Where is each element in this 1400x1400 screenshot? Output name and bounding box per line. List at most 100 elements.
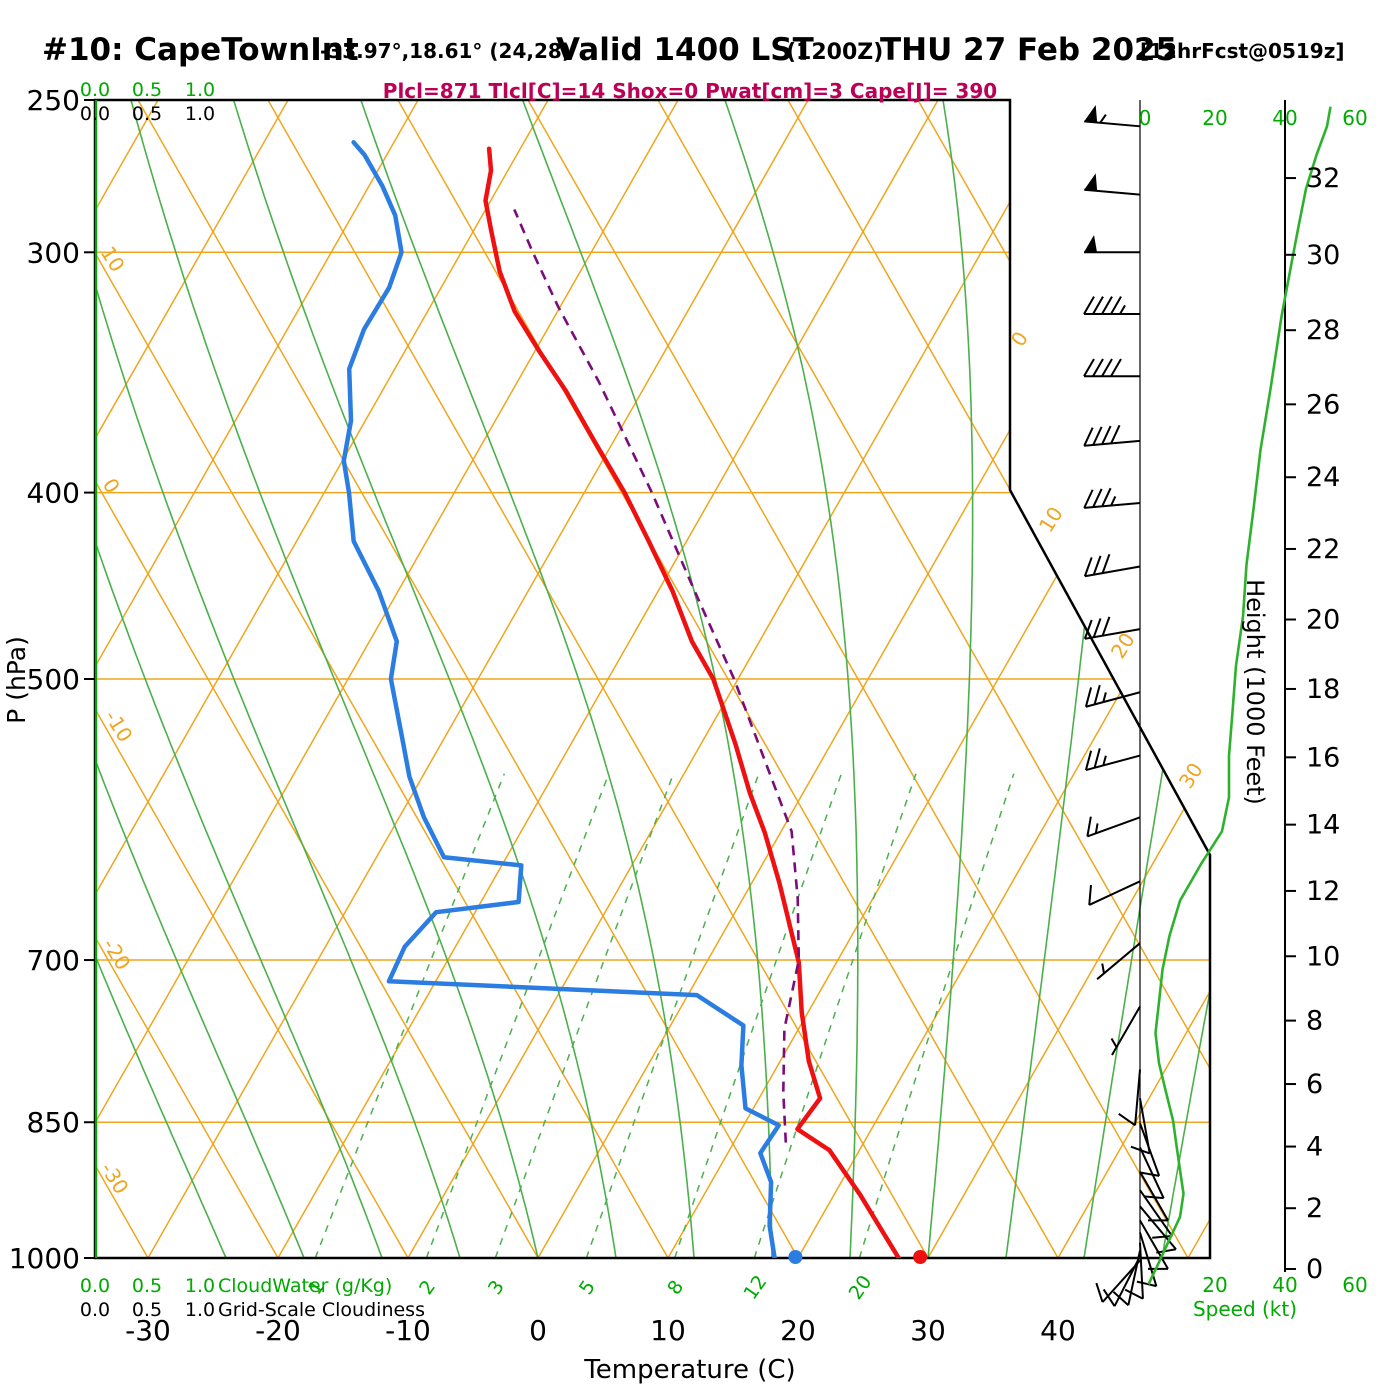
wind-barb-staff <box>1134 1069 1141 1126</box>
isotherm-line <box>147 100 809 1258</box>
wind-barb-feather <box>1092 426 1103 446</box>
pressure-tick-label: 850 <box>27 1106 80 1139</box>
isotherm-line <box>667 100 1210 1258</box>
height-tick-label: 20 <box>1306 605 1340 636</box>
dry-adiabat-line <box>95 100 539 1258</box>
wind-barb-staff <box>1139 1205 1177 1250</box>
temperature-tick-label: -30 <box>125 1314 171 1347</box>
dry-adiabat-line <box>95 100 669 1258</box>
wind-barb-feather <box>1083 557 1093 577</box>
wind-barb-feather <box>1083 358 1095 377</box>
dry-adiabat-line <box>137 100 799 1258</box>
background-grid <box>95 100 1210 1258</box>
pressure-tick-label: 400 <box>27 477 80 510</box>
wind-barb-pennant <box>1084 234 1097 253</box>
moist-adiabat-line <box>95 100 461 1258</box>
height-tick-label: 2 <box>1306 1193 1323 1224</box>
moist-adiabat-line <box>521 100 773 1258</box>
temperature-axis-title: Temperature (C) <box>583 1355 795 1385</box>
cloudiness-scale-bottom: 1.0 <box>185 1299 215 1321</box>
surface-dots <box>788 1250 928 1264</box>
dry-adiabat-line <box>527 100 1189 1258</box>
mixing-ratio-line <box>314 773 505 1258</box>
mixing-ratio-label: 5 <box>575 1276 600 1299</box>
cloudwater-scale-top: 1.0 <box>185 79 215 101</box>
title-valid-z: (1200Z) <box>786 40 883 65</box>
wind-barb-feather <box>1092 488 1103 508</box>
mixing-ratio-label: 3 <box>484 1276 509 1299</box>
cloudwater-axis-label: CloudWater (g/Kg) <box>218 1275 392 1297</box>
temperature-tick-label: 20 <box>780 1314 816 1347</box>
height-tick-label: 28 <box>1306 315 1340 346</box>
wind-barb-half-feather <box>1099 114 1107 124</box>
wind-barb-feather <box>1101 487 1112 507</box>
wind-barb-feather <box>1092 296 1104 315</box>
wind-barb-feather <box>1095 1282 1104 1303</box>
wind-barb-half-feather <box>1101 963 1105 974</box>
dry-adiabat-line <box>657 100 1210 1258</box>
title-date: THU 27 Feb 2025 <box>880 32 1177 68</box>
wind-barb-feather <box>1110 296 1122 315</box>
wind-barb-feather <box>1139 1171 1160 1177</box>
wind-barb-feather <box>1092 618 1102 638</box>
wind-barb-feather <box>1101 616 1111 637</box>
height-tick-label: 8 <box>1306 1006 1323 1037</box>
wind-barb-feather <box>1101 358 1113 377</box>
cloudiness-scale-top: 0.5 <box>132 103 162 125</box>
static-labels: #10: CapeTownInt -33.97°,18.61° (24,28) … <box>2 32 1345 1385</box>
cloudiness-scale-top: 0.0 <box>80 103 110 125</box>
isotherm-label: 10 <box>1034 502 1068 536</box>
wind-barb-feather <box>1084 687 1093 708</box>
parcel-path-curve <box>513 208 801 1143</box>
wind-barb-feather <box>1102 1288 1116 1307</box>
cloudwater-scale-bottom: 0.0 <box>80 1275 110 1297</box>
dry-adiabat-label: 10 <box>96 242 130 276</box>
wind-barb-feather <box>1156 1248 1177 1254</box>
surface-temperature-dot <box>913 1250 928 1264</box>
wind-barb-staff <box>1101 1259 1141 1303</box>
isotherm-line <box>95 100 549 1258</box>
cloudwater-scale-bottom: 1.0 <box>185 1275 215 1297</box>
mixing-ratio-label: 12 <box>739 1271 771 1303</box>
wind-barb-feather <box>1092 555 1102 576</box>
isotherm-line <box>95 100 419 1258</box>
pressure-axis-title: P (hPa) <box>2 636 31 724</box>
wind-barb-feather <box>1093 684 1101 705</box>
cloudiness-scale-bottom: 0.0 <box>80 1299 110 1321</box>
wind-barb-feather <box>1124 1288 1144 1300</box>
wind-barb-feather <box>1101 553 1111 574</box>
mixing-ratio-line <box>494 773 675 1258</box>
wind-barb-half-feather <box>1119 304 1126 315</box>
wind-barb-feather <box>1101 296 1113 315</box>
wind-barb-feather <box>1118 1113 1136 1127</box>
temperature-tick-label: 30 <box>910 1314 946 1347</box>
wind-barb-staff <box>1087 816 1141 838</box>
moist-adiabat-line <box>724 100 859 1258</box>
sounding-curves <box>341 140 902 1258</box>
height-tick-label: 32 <box>1306 163 1340 194</box>
title-valid: Valid 1400 LST <box>556 32 814 68</box>
wind-barb-staff <box>1084 565 1141 578</box>
wind-barb-feather <box>1093 748 1101 768</box>
wind-barb-feather <box>1083 427 1094 447</box>
wind-barb-pennant <box>1084 173 1098 191</box>
temperature-tick-label: 40 <box>1040 1314 1076 1347</box>
dry-adiabat-label: -30 <box>96 1158 134 1198</box>
moist-adiabat-line <box>1161 100 1210 1258</box>
height-tick-label: 30 <box>1306 240 1340 271</box>
mixing-ratio-label: 8 <box>663 1276 688 1299</box>
stability-indices: Plcl=871 Tlcl[C]=14 Shox=0 Pwat[cm]=3 Ca… <box>383 79 997 103</box>
wind-barb-feather <box>1101 425 1112 445</box>
wind-barb-feather <box>1088 884 1092 906</box>
wind-barb-staff <box>1111 1005 1141 1056</box>
height-tick-label: 4 <box>1306 1132 1323 1163</box>
wind-speed-curve <box>1147 106 1332 1285</box>
title-station: #10: CapeTownInt <box>42 32 359 68</box>
dry-adiabat-line <box>95 100 279 1258</box>
title-forecast: [12hrFcst@0519z] <box>1140 39 1345 63</box>
height-axis-title: Height (1000 Feet) <box>1241 579 1269 805</box>
isotherm-line <box>927 100 1210 1258</box>
wind-barb-staff <box>1139 1219 1169 1270</box>
mixing-ratio-line <box>425 773 610 1258</box>
